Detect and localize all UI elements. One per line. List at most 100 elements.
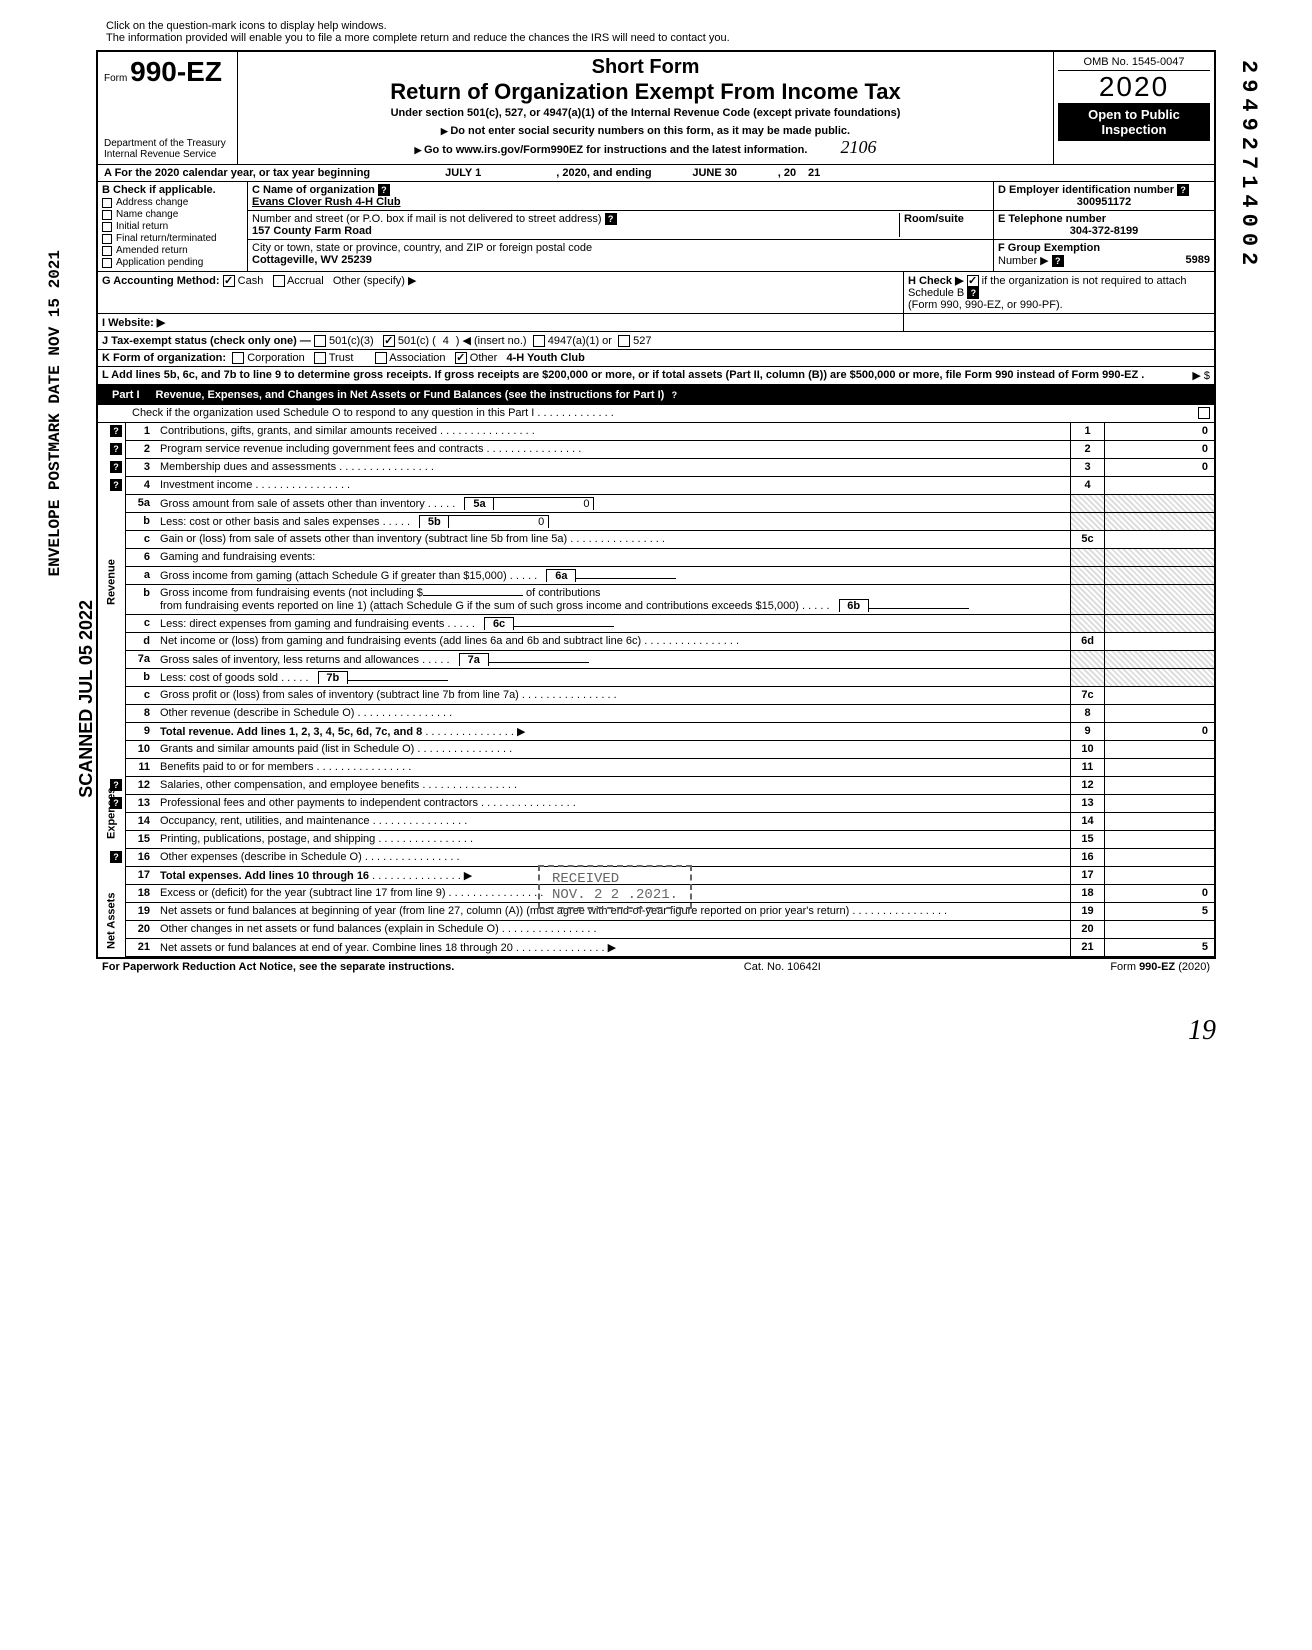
help-icon[interactable]: ? (110, 425, 122, 437)
calendar-year-row: A For the 2020 calendar year, or tax yea… (98, 165, 1214, 182)
line-20: 20Other changes in net assets or fund ba… (126, 921, 1214, 939)
city-label: City or town, state or province, country… (252, 242, 592, 254)
chk-4947[interactable] (533, 335, 545, 347)
help-icon[interactable]: ? (967, 287, 979, 299)
j-label: J Tax-exempt status (check only one) — (102, 335, 311, 347)
handwritten-2106: 2106 (840, 137, 876, 157)
help-icon[interactable]: ? (110, 479, 122, 491)
line-8: 8Other revenue (describe in Schedule O) … (126, 705, 1214, 723)
line-21: 21Net assets or fund balances at end of … (126, 939, 1214, 957)
hint-line-1: Click on the question-mark icons to disp… (96, 20, 1216, 32)
form-label: Form (104, 73, 127, 84)
hint-line-2: The information provided will enable you… (96, 32, 1216, 44)
line-2: ?2Program service revenue including gove… (126, 441, 1214, 459)
line-12: ?12Salaries, other compensation, and emp… (126, 777, 1214, 795)
chk-amended-return[interactable]: Amended return (102, 245, 243, 256)
line-c: cGain or (loss) from sale of assets othe… (126, 531, 1214, 549)
open-public-1: Open to Public (1062, 107, 1206, 122)
chk-name-change[interactable]: Name change (102, 209, 243, 220)
g-label: G Accounting Method: (102, 275, 220, 287)
chk-h[interactable] (967, 275, 979, 287)
chk-501c3[interactable] (314, 335, 326, 347)
form-number: 990-EZ (130, 56, 222, 87)
phone: 304-372-8199 (998, 225, 1210, 237)
line-11: 11Benefits paid to or for members . . . … (126, 759, 1214, 777)
footer-mid: Cat. No. 10642I (744, 961, 821, 973)
part1-header: Part I Revenue, Expenses, and Changes in… (98, 385, 1214, 405)
chk-other[interactable] (455, 352, 467, 364)
help-icon[interactable]: ? (110, 779, 122, 791)
line-b: bLess: cost or other basis and sales exp… (126, 513, 1214, 531)
ein: 300951172 (998, 196, 1210, 208)
help-icon[interactable]: ? (378, 184, 390, 196)
chk-501c[interactable] (383, 335, 395, 347)
instr-2: Go to www.irs.gov/Form990EZ for instruct… (415, 144, 808, 156)
room-label: Room/suite (904, 213, 964, 225)
k-other-value: 4-H Youth Club (506, 352, 584, 364)
title-short: Short Form (244, 56, 1047, 79)
chk-corp[interactable] (232, 352, 244, 364)
help-icon[interactable]: ? (110, 851, 122, 863)
org-name: Evans Clover Rush 4-H Club (252, 196, 401, 208)
city: Cottageville, WV 25239 (252, 254, 372, 266)
street: 157 County Farm Road (252, 225, 372, 237)
footer-left: For Paperwork Reduction Act Notice, see … (102, 961, 454, 973)
chk-application-pending[interactable]: Application pending (102, 257, 243, 268)
k-label: K Form of organization: (102, 352, 226, 364)
line-c: cLess: direct expenses from gaming and f… (126, 615, 1214, 633)
f-label: F Group Exemption (998, 242, 1100, 254)
line-b: bGross income from fundraising events (n… (126, 585, 1214, 615)
help-icon[interactable]: ? (110, 443, 122, 455)
handwritten-page-19: 19 (96, 1015, 1216, 1047)
chk-trust[interactable] (314, 352, 326, 364)
footer-right: Form 990-EZ (2020) (1110, 961, 1210, 973)
line-4: ?4Investment income . . . . . . . . . . … (126, 477, 1214, 495)
chk-address-change[interactable]: Address change (102, 197, 243, 208)
netassets-label: Net Assets (98, 885, 126, 957)
c-label: C Name of organization (252, 184, 375, 196)
form-990ez: Form 990-EZ Department of the Treasury I… (96, 50, 1216, 959)
line-10: 10Grants and similar amounts paid (list … (126, 741, 1214, 759)
line-c: cGross profit or (loss) from sales of in… (126, 687, 1214, 705)
title-main: Return of Organization Exempt From Incom… (244, 79, 1047, 105)
scanned-stamp: SCANNED JUL 05 2022 (76, 600, 97, 798)
help-icon[interactable]: ? (1052, 255, 1064, 267)
postmark-stamp: ENVELOPE POSTMARK DATE NOV 15 2021 (46, 250, 64, 576)
dept-label: Department of the Treasury (104, 138, 231, 149)
line-a: aGross income from gaming (attach Schedu… (126, 567, 1214, 585)
addr-label: Number and street (or P.O. box if mail i… (252, 213, 602, 225)
d-label: D Employer identification number (998, 184, 1174, 196)
right-number-stamp: 29492714002 (1236, 60, 1261, 271)
omb-number: OMB No. 1545-0047 (1058, 56, 1210, 71)
chk-527[interactable] (618, 335, 630, 347)
line-13: ?13Professional fees and other payments … (126, 795, 1214, 813)
line-7a: 7aGross sales of inventory, less returns… (126, 651, 1214, 669)
chk-initial-return[interactable]: Initial return (102, 221, 243, 232)
help-icon[interactable]: ? (668, 389, 680, 401)
section-b: B Check if applicable. Address change Na… (98, 182, 248, 271)
help-icon[interactable]: ? (1177, 184, 1189, 196)
i-website: I Website: ▶ (98, 314, 904, 331)
chk-part1-schedo[interactable] (1198, 407, 1210, 419)
line-15: 15Printing, publications, postage, and s… (126, 831, 1214, 849)
line-b: bLess: cost of goods sold . . . . . 7b (126, 669, 1214, 687)
tax-year: 20202020 (1058, 71, 1210, 103)
h-label: H Check ▶ (908, 275, 964, 287)
open-public-2: Inspection (1062, 122, 1206, 137)
expenses-label: Expenses (98, 741, 126, 885)
line-3: ?3Membership dues and assessments . . . … (126, 459, 1214, 477)
chk-cash[interactable] (223, 275, 235, 287)
instr-1: Do not enter social security numbers on … (244, 125, 1047, 137)
l-text: L Add lines 5b, 6c, and 7b to line 9 to … (102, 369, 1144, 381)
line-1: ?1Contributions, gifts, grants, and simi… (126, 423, 1214, 441)
received-stamp: RECEIVED NOV. 2 2 .2021. (538, 865, 692, 909)
help-icon[interactable]: ? (605, 213, 617, 225)
chk-final-return[interactable]: Final return/terminated (102, 233, 243, 244)
irs-label: Internal Revenue Service (104, 149, 231, 160)
line-14: 14Occupancy, rent, utilities, and mainte… (126, 813, 1214, 831)
chk-assoc[interactable] (375, 352, 387, 364)
help-icon[interactable]: ? (110, 797, 122, 809)
chk-accrual[interactable] (273, 275, 285, 287)
help-icon[interactable]: ? (110, 461, 122, 473)
line-6: 6Gaming and fundraising events: (126, 549, 1214, 567)
